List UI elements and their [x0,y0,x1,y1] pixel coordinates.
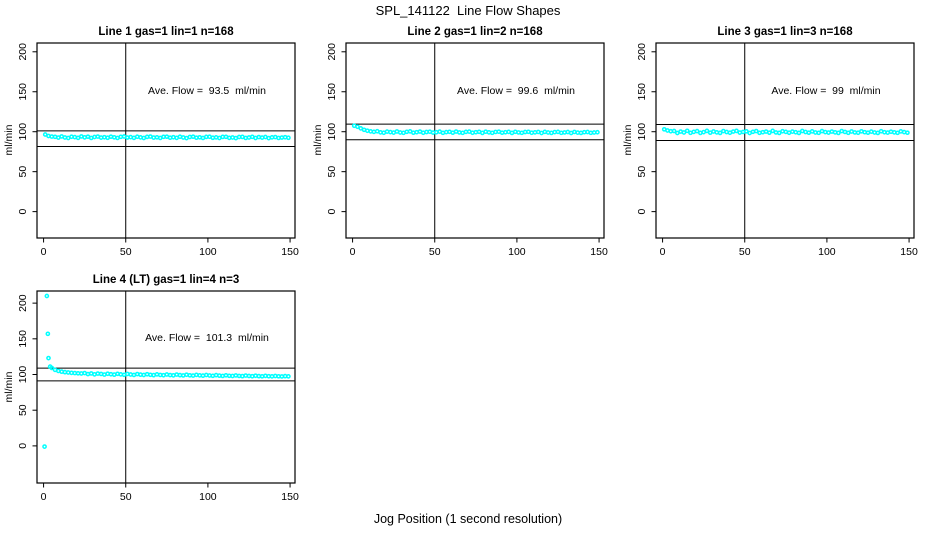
panel3-data-point [671,128,677,134]
panel4-y-tick-label: 200 [17,294,29,312]
panel3-x-tick-label: 0 [660,246,666,258]
panel4-y-tick-label: 0 [17,443,29,449]
panel1-y-tick-label: 150 [17,83,29,101]
panel1-y-tick-label: 100 [17,123,29,141]
panel1-x-tick-label: 50 [120,246,132,258]
panel2-x-tick-label: 50 [429,246,441,258]
panel3-x-tick-label: 100 [818,246,836,258]
panel2-y-tick-label: 150 [326,83,338,101]
panel2-title: Line 2 gas=1 lin=2 n=168 [407,26,543,38]
panel1-y-tick-label: 200 [17,43,29,61]
panel2-y-tick-label: 50 [326,166,338,178]
panel4-data-point [286,374,291,379]
panel1-data-point [286,135,291,141]
panel3-x-tick-label: 150 [900,246,918,258]
figure-title: SPL_141122 Line Flow Shapes [375,3,561,18]
panel4-y-axis-label: ml/min [3,371,15,403]
panel2-data-point [595,129,600,135]
panel1-y-axis-label: ml/min [3,124,15,156]
panel3-data-point [905,130,910,136]
panel4-data-point [42,444,47,449]
panel3-data-point [744,128,749,134]
panel2-y-tick-label: 100 [326,123,338,141]
panel3-data-point [767,130,772,136]
panel2-y-axis-label: ml/min [312,124,324,156]
panel3-y-tick-label: 0 [636,209,648,215]
x-axis-title: Jog Position (1 second resolution) [373,512,563,526]
panel3-data-point [717,130,723,136]
panel4-y-tick-label: 100 [17,366,29,384]
panel3-ave-flow-annotation: Ave. Flow = 99 ml/min [771,85,881,97]
panel4-data-point [44,293,50,299]
panel1-y-tick-label: 0 [17,209,29,215]
panel1-title: Line 1 gas=1 lin=1 n=168 [98,26,234,38]
panel3-title: Line 3 gas=1 lin=3 n=168 [717,26,853,38]
panel1-x-tick-label: 150 [281,246,299,258]
panel4-x-tick-label: 100 [199,491,217,503]
panel3-y-axis-label: ml/min [622,124,634,156]
panel3-data-point [816,130,822,136]
panel4-x-tick-label: 50 [120,491,132,503]
panel1-y-tick-label: 50 [17,166,29,178]
panel4-y-tick-label: 50 [17,404,29,416]
panel2-ave-flow-annotation: Ave. Flow = 99.6 ml/min [457,85,575,97]
panel4-title: Line 4 (LT) gas=1 lin=4 n=3 [92,274,240,286]
panel3-data-point [704,128,710,134]
panel3-data-point [734,128,739,134]
panel1-x-tick-label: 100 [199,246,217,258]
panel2-x-tick-label: 0 [350,246,356,258]
panel4-data-point [46,355,51,361]
panel3-data-point [753,128,759,134]
panel3-data-point [796,130,802,136]
panel2-x-tick-label: 100 [508,246,526,258]
panel1-plot-box [36,42,296,239]
panel3-data-point [684,128,690,134]
panel3-plot-box [655,42,915,239]
panel3-data-point [776,130,782,136]
panel3-data-point [694,128,700,134]
panel4-x-tick-label: 150 [281,491,299,503]
panel3-y-tick-label: 100 [636,123,648,141]
panel4-x-tick-label: 0 [41,491,47,503]
panel3-y-tick-label: 50 [636,166,648,178]
panel4-plot-box [36,290,296,484]
panel3-data-point [875,130,881,136]
panel2-x-tick-label: 150 [590,246,608,258]
panel2-plot-box [345,42,605,239]
panel4-y-tick-label: 150 [17,330,29,348]
panel1-x-tick-label: 0 [41,246,47,258]
panel1-ave-flow-annotation: Ave. Flow = 93.5 ml/min [148,85,266,97]
panel3-x-tick-label: 50 [739,246,751,258]
panel3-y-tick-label: 200 [636,43,648,61]
panel3-data-point [681,130,687,135]
panel2-y-tick-label: 200 [326,43,338,61]
panel2-y-tick-label: 0 [326,209,338,215]
panel4-data-point [45,331,51,337]
panel3-data-point [836,130,841,136]
panel4-data-point [49,365,55,371]
panel3-y-tick-label: 150 [636,83,648,101]
panel4-ave-flow-annotation: Ave. Flow = 101.3 ml/min [145,332,269,344]
